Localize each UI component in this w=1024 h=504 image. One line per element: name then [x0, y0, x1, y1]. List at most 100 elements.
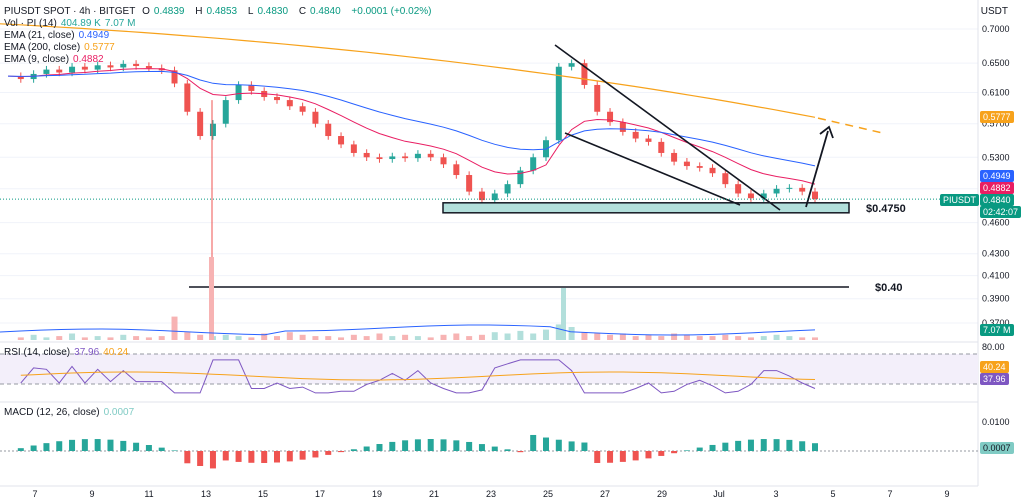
- ema9-label: EMA (9, close): [4, 54, 70, 65]
- macd-histogram-bar: [812, 443, 818, 451]
- candle-body: [760, 193, 767, 199]
- candle-body: [248, 84, 255, 91]
- candle-body: [184, 83, 191, 112]
- candle-body: [594, 84, 601, 112]
- candle-body: [299, 106, 306, 112]
- macd-histogram-bar: [453, 440, 460, 451]
- volume-bar: [261, 333, 268, 340]
- close-label: C: [298, 6, 307, 17]
- candle-body: [555, 66, 562, 141]
- macd-histogram-bar: [197, 451, 204, 467]
- rsi-label: RSI (14, close): [4, 347, 71, 358]
- open-value: 0.4839: [153, 6, 185, 17]
- macd-histogram-bar: [171, 450, 178, 451]
- volume-bar: [594, 333, 601, 340]
- candle-body: [197, 111, 204, 137]
- macd-legend: MACD (12, 26, close) 0.0007: [4, 407, 138, 419]
- macd-histogram-bar: [325, 451, 332, 455]
- candle-body: [402, 156, 409, 159]
- volume-bar: [632, 336, 639, 340]
- low-value: 0.4830: [257, 6, 289, 17]
- macd-histogram-bar: [286, 451, 293, 462]
- ema21-value: 0.4949: [78, 30, 110, 41]
- macd-histogram-bar: [363, 446, 370, 451]
- candle-body: [145, 66, 152, 69]
- volume-bar: [338, 337, 345, 340]
- rsi-tag: 37.96: [980, 373, 1009, 385]
- price-tick-label: 0.6500: [982, 58, 1010, 68]
- macd-histogram-bar: [747, 439, 754, 451]
- macd-histogram-bar: [722, 442, 729, 451]
- candle-body: [312, 111, 319, 124]
- x-tick-label: 7: [32, 489, 37, 499]
- volume-bar: [466, 336, 473, 340]
- volume-tag: 7.07 M: [980, 324, 1014, 336]
- x-tick-label: 9: [944, 489, 949, 499]
- volume-bar: [427, 337, 434, 340]
- macd-histogram-bar: [491, 446, 498, 451]
- volume-bar: [696, 336, 703, 340]
- macd-histogram-bar: [440, 439, 447, 451]
- x-tick-label: 5: [830, 489, 835, 499]
- candle-body: [607, 111, 614, 123]
- macd-histogram-bar: [350, 449, 357, 451]
- x-tick-label: 3: [773, 489, 778, 499]
- macd-histogram-bar: [709, 444, 716, 451]
- candle-body: [683, 161, 690, 167]
- volume-bar: [402, 334, 409, 340]
- volume-bar: [619, 333, 626, 340]
- price-tick-label: 0.6100: [982, 87, 1010, 97]
- breakout-arrow: [805, 130, 829, 208]
- candle-body: [94, 65, 101, 70]
- volume-bar: [56, 336, 63, 340]
- macd-histogram-bar: [222, 451, 229, 461]
- x-tick-label: 21: [429, 489, 439, 499]
- ema200-line: [0, 23, 816, 118]
- ema9-tag: 0.4882: [980, 182, 1014, 194]
- volume-bar: [735, 336, 742, 340]
- volume-bar: [453, 333, 460, 340]
- ema9-line: [7, 68, 816, 185]
- volume-bar: [414, 336, 421, 340]
- candle-body: [709, 167, 716, 174]
- volume-bar: [799, 337, 806, 340]
- macd-tag: 0.0007: [980, 442, 1014, 454]
- volume-bar: [274, 336, 280, 340]
- macd-histogram-bar: [248, 451, 255, 463]
- volume-bar: [747, 337, 754, 340]
- candle-body: [478, 191, 485, 201]
- x-tick-label: 27: [600, 489, 610, 499]
- volume-bar: [94, 336, 101, 340]
- macd-histogram-bar: [594, 451, 601, 463]
- macd-histogram-bar: [120, 440, 127, 451]
- macd-histogram-bar: [17, 448, 24, 451]
- volume-bar: [671, 333, 678, 340]
- macd-histogram-bar: [81, 439, 88, 451]
- x-tick-label: Jul: [713, 489, 725, 499]
- macd-histogram-bar: [69, 439, 76, 451]
- macd-histogram-bar: [158, 447, 165, 451]
- volume-bar: [158, 336, 165, 340]
- volume-bar: [555, 324, 562, 340]
- support-label: $0.4750: [866, 203, 906, 215]
- x-tick-label: 7: [887, 489, 892, 499]
- price-tick-label: 0.4600: [982, 218, 1010, 228]
- volume-spike-bar: [209, 257, 214, 340]
- ema200-value: 0.5777: [84, 42, 115, 53]
- volume-bar: [722, 334, 729, 340]
- x-tick-label: 17: [315, 489, 325, 499]
- low-label: L: [247, 6, 254, 17]
- candle-body: [504, 184, 511, 194]
- macd-histogram-bar: [274, 451, 280, 463]
- macd-histogram-bar: [504, 449, 511, 451]
- candle-body: [235, 84, 242, 101]
- candle-body: [133, 63, 140, 67]
- macd-histogram-bar: [568, 441, 575, 451]
- candle-body: [491, 193, 498, 201]
- macd-histogram-bar: [786, 439, 793, 451]
- volume-bar: [133, 336, 140, 340]
- volume-bar: [171, 316, 178, 340]
- ema200-projection: [817, 117, 886, 135]
- open-label: O: [142, 6, 150, 17]
